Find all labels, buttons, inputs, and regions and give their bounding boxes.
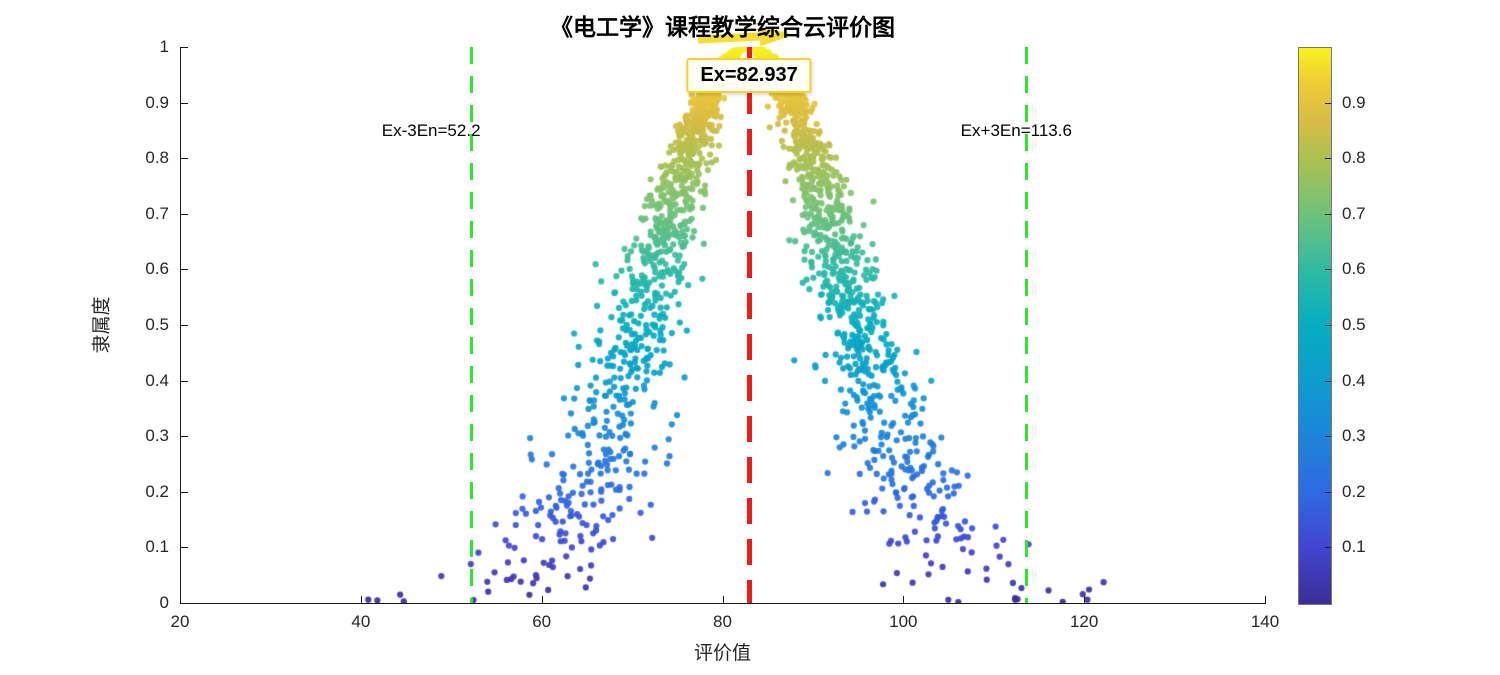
- x-tick-mark: [722, 596, 724, 603]
- x-tick-mark: [1084, 596, 1086, 603]
- x-tick-label: 60: [532, 612, 552, 631]
- y-tick-mark: [181, 436, 188, 438]
- y-tick-mark: [181, 491, 188, 493]
- ex-value-callout: Ex=82.937: [686, 58, 812, 93]
- x-axis-spine: [180, 603, 1266, 604]
- y-tick-mark: [181, 547, 188, 549]
- y-tick-label: 0: [159, 593, 169, 612]
- y-tick-mark: [181, 102, 188, 104]
- x-tick-mark: [360, 596, 362, 603]
- colorbar-tick-label: 0.3: [1342, 426, 1366, 446]
- y-tick-mark: [181, 325, 188, 326]
- colorbar-tick-label: 0.8: [1342, 148, 1366, 168]
- colorbar-tick-mark: [1325, 102, 1331, 104]
- upper-bound-annotation: Ex+3En=113.6: [960, 121, 1072, 140]
- colorbar-tick-mark: [1325, 325, 1331, 326]
- y-tick-mark: [181, 158, 188, 160]
- y-tick-label: 0.2: [145, 481, 169, 501]
- y-tick-mark: [181, 603, 188, 604]
- lower-bound-line: [469, 47, 473, 603]
- x-tick-mark: [903, 596, 905, 603]
- colorbar-tick-label: 0.9: [1342, 92, 1366, 112]
- colorbar-tick-label: 0.5: [1342, 315, 1366, 334]
- y-axis-label: 隶属度: [91, 296, 113, 354]
- colorbar-tick-label: 0.4: [1342, 370, 1366, 390]
- chart-title: 《电工学》课程教学综合云评价图: [550, 14, 895, 40]
- upper-bound-line: [1024, 47, 1028, 603]
- x-tick-label: 100: [889, 612, 918, 631]
- arrow-right-icon: [697, 26, 794, 47]
- colorbar-tick-mark: [1325, 380, 1331, 382]
- colorbar: [1298, 47, 1332, 605]
- x-tick-label: 80: [713, 612, 732, 631]
- y-tick-mark: [181, 380, 188, 382]
- colorbar-tick-mark: [1325, 491, 1331, 493]
- lower-bound-annotation: Ex-3En=52.2: [381, 121, 481, 140]
- x-tick-mark: [1265, 596, 1266, 603]
- colorbar-tick-label: 0.6: [1342, 259, 1366, 279]
- y-tick-label: 0.5: [145, 315, 169, 334]
- cloud-droplet-scatter-canvas: [180, 47, 1265, 603]
- y-tick-mark: [181, 269, 188, 271]
- x-tick-label: 140: [1250, 612, 1280, 631]
- colorbar-tick-mark: [1325, 436, 1331, 438]
- colorbar-tick-label: 0.2: [1342, 481, 1366, 501]
- y-tick-label: 0.1: [145, 537, 169, 557]
- plot-area: [180, 47, 1265, 603]
- y-tick-mark: [181, 47, 188, 48]
- x-tick-label: 20: [170, 612, 190, 631]
- y-axis-spine: [180, 47, 181, 604]
- colorbar-tick-mark: [1325, 213, 1331, 215]
- yellow-arrow-annotation: [697, 23, 798, 55]
- x-tick-label: 40: [351, 612, 371, 631]
- x-axis-label: 评价值: [693, 643, 751, 664]
- ex-mean-line: [746, 47, 752, 603]
- x-tick-mark: [180, 596, 181, 603]
- colorbar-tick-label: 0.7: [1342, 203, 1366, 223]
- colorbar-tick-mark: [1325, 547, 1331, 549]
- y-tick-label: 0.7: [145, 203, 169, 223]
- colorbar-tick-label: 0.1: [1342, 537, 1366, 557]
- y-tick-label: 0.4: [145, 370, 169, 390]
- y-tick-label: 0.6: [145, 259, 169, 279]
- y-tick-label: 1: [159, 37, 169, 56]
- colorbar-tick-mark: [1325, 158, 1331, 160]
- y-tick-mark: [181, 213, 188, 215]
- x-tick-mark: [541, 596, 543, 603]
- x-tick-label: 120: [1069, 612, 1099, 631]
- y-tick-label: 0.9: [145, 92, 169, 112]
- colorbar-tick-mark: [1325, 269, 1331, 271]
- y-tick-label: 0.3: [145, 426, 169, 446]
- y-tick-label: 0.8: [145, 148, 169, 168]
